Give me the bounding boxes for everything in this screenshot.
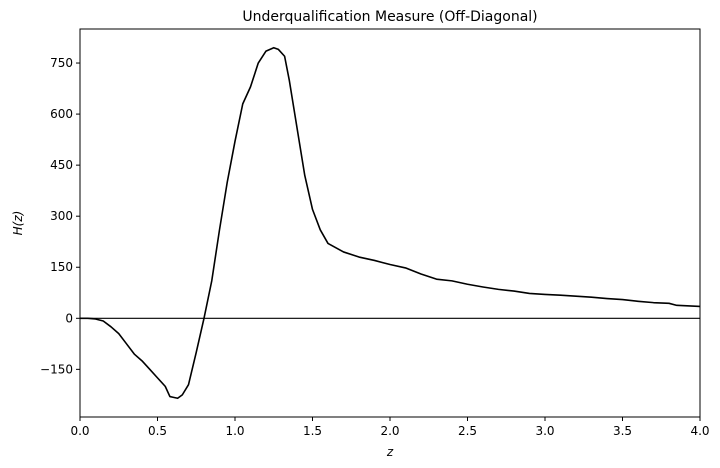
chart-title: Underqualification Measure (Off-Diagonal…: [242, 9, 537, 25]
x-axis-label: z: [386, 445, 394, 459]
y-tick-label: 300: [50, 209, 73, 223]
x-tick-label: 4.0: [690, 424, 709, 438]
x-tick-label: 1.0: [225, 424, 244, 438]
y-axis-label: H(z): [11, 211, 25, 236]
plot-content: [80, 46, 700, 400]
x-tick-label: 1.5: [303, 424, 322, 438]
x-axis-ticks: 0.0 0.5 1.0 1.5 2.0 2.5 3.0 3.5 4.0: [70, 417, 710, 438]
y-tick-label: −150: [40, 362, 73, 376]
x-tick-label: 2.0: [380, 424, 399, 438]
x-tick-label: 3.0: [535, 424, 554, 438]
plot-frame: [79, 28, 701, 418]
y-axis-ticks: −150 0 150 300 450 600 750: [40, 56, 80, 376]
y-tick-label: 0: [65, 311, 73, 325]
y-tick-label: 450: [50, 158, 73, 172]
series-line-0: [80, 46, 700, 400]
y-tick-label: 150: [50, 260, 73, 274]
x-tick-label: 3.5: [613, 424, 632, 438]
y-tick-label: 600: [50, 107, 73, 121]
x-tick-label: 0.0: [70, 424, 89, 438]
y-tick-label: 750: [50, 56, 73, 70]
x-tick-label: 0.5: [148, 424, 167, 438]
x-tick-label: 2.5: [458, 424, 477, 438]
